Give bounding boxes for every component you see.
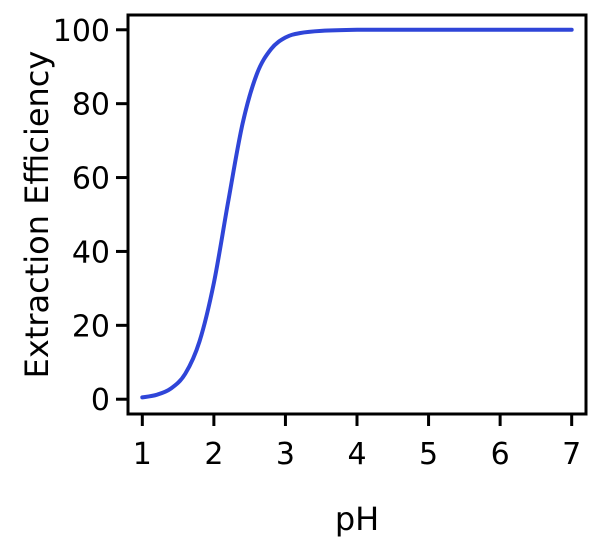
x-axis: 1 2 3 4 5 6 7 bbox=[133, 414, 581, 472]
x-tick-label: 4 bbox=[347, 437, 366, 472]
y-tick-label: 80 bbox=[72, 88, 110, 123]
y-tick-label: 40 bbox=[72, 235, 110, 270]
y-tick-label: 0 bbox=[91, 383, 110, 418]
y-axis-label: Extraction Efficiency bbox=[18, 51, 56, 379]
y-tick-label: 100 bbox=[53, 14, 110, 49]
x-tick-label: 1 bbox=[133, 437, 152, 472]
y-axis: 0 20 40 60 80 100 bbox=[53, 14, 128, 418]
x-tick-label: 5 bbox=[419, 437, 438, 472]
y-tick-label: 20 bbox=[72, 309, 110, 344]
x-tick-label: 7 bbox=[562, 437, 581, 472]
x-axis-label: pH bbox=[335, 500, 379, 538]
y-tick-label: 60 bbox=[72, 162, 110, 197]
x-tick-label: 2 bbox=[204, 437, 223, 472]
plot-area bbox=[140, 27, 574, 400]
series-line-0 bbox=[140, 27, 574, 400]
x-tick-label: 6 bbox=[491, 437, 510, 472]
x-tick-label: 3 bbox=[276, 437, 295, 472]
